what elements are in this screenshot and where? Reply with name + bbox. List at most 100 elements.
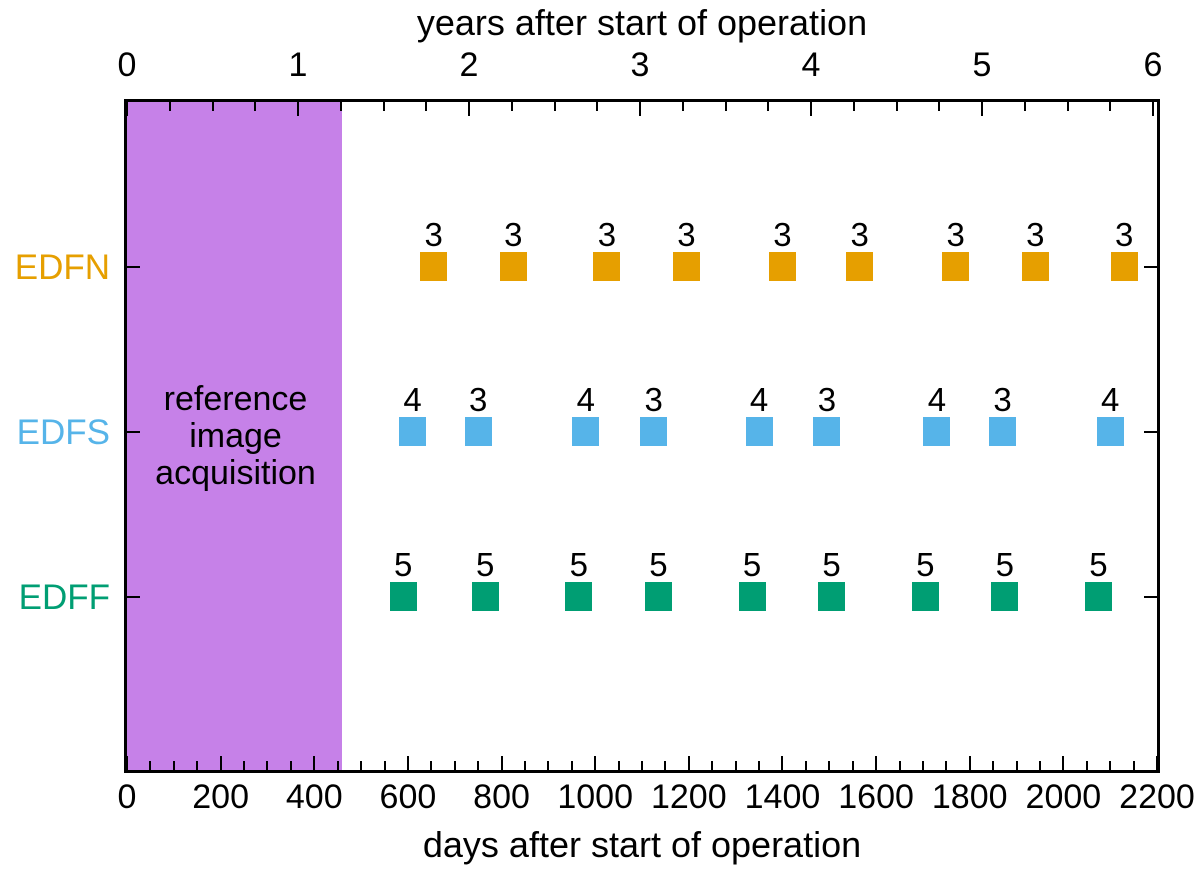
plot-area-border [124, 99, 1160, 773]
top-axis-minor-tick [895, 102, 898, 111]
top-axis-minor-tick [254, 102, 257, 111]
pass-count-label: 3 [677, 216, 696, 253]
bottom-axis-minor-tick [992, 761, 995, 770]
pass-count-label: 4 [927, 381, 947, 418]
bottom-axis-minor-tick [617, 761, 620, 770]
bottom-axis-tick-label: 2200 [1119, 778, 1195, 816]
bottom-axis-minor-tick [266, 761, 269, 770]
right-axis-row-tick [1144, 596, 1157, 598]
reference-band-label-line-3: acquisition [155, 454, 316, 492]
bottom-axis-minor-tick [547, 761, 550, 770]
bottom-axis-tick-label: 1000 [557, 778, 633, 816]
pass-count-label: 4 [1100, 381, 1120, 418]
pass-count-label: 3 [946, 216, 965, 253]
bottom-axis-minor-tick [641, 761, 643, 770]
bottom-axis-major-tick [1156, 756, 1158, 770]
bottom-axis-minor-tick [453, 761, 456, 770]
pass-count-label: 3 [504, 216, 523, 253]
observation-marker-edff [390, 582, 417, 611]
top-axis-minor-tick [596, 102, 599, 111]
top-axis-title: years after start of operation [416, 2, 868, 43]
bottom-axis-minor-tick [921, 761, 924, 770]
observation-marker-edfs [572, 417, 599, 446]
top-axis-minor-tick [1023, 102, 1026, 111]
observation-marker-edff [472, 582, 499, 611]
observation-marker-edfs [989, 417, 1016, 446]
bottom-axis-minor-tick [149, 761, 152, 770]
bottom-axis-tick-label: 1800 [931, 778, 1008, 816]
observation-marker-edfs [746, 417, 773, 446]
pass-count-label: 3 [850, 216, 869, 253]
top-axis-tick-label: 1 [288, 46, 308, 84]
pass-count-label: 3 [597, 216, 617, 253]
bottom-axis-minor-tick [851, 761, 854, 770]
observation-marker-edfs [813, 417, 840, 446]
bottom-axis-minor-tick [172, 761, 175, 770]
right-axis-row-tick [1144, 266, 1157, 268]
bottom-axis-tick-label: 1400 [744, 778, 821, 816]
bottom-axis-major-tick [594, 756, 597, 770]
observation-marker-edff [818, 582, 845, 611]
bottom-axis-major-tick [219, 756, 222, 770]
pass-count-label: 5 [649, 546, 668, 583]
pass-count-label: 5 [916, 546, 935, 583]
bottom-axis-major-tick [500, 756, 503, 770]
bottom-axis-minor-tick [383, 761, 386, 770]
pass-count-label: 3 [1115, 216, 1134, 253]
left-axis-row-tick [127, 431, 140, 433]
pass-count-label: 5 [742, 546, 762, 583]
top-axis-major-tick [297, 102, 299, 116]
top-axis-minor-tick [1109, 102, 1112, 111]
bottom-axis-major-tick [313, 756, 316, 770]
bottom-axis-minor-tick [945, 761, 948, 770]
reference-band-label: reference image acquisition [127, 381, 344, 492]
observation-marker-edfn [1111, 252, 1138, 281]
top-axis-minor-tick [425, 102, 428, 111]
bottom-axis-tick-label: 0 [117, 778, 137, 816]
series-label-edfs: EDFS [16, 413, 110, 452]
top-axis-minor-tick [724, 102, 727, 111]
bottom-axis-minor-tick [804, 761, 807, 770]
pass-count-label: 3 [817, 381, 837, 418]
bottom-axis-tick-label: 600 [379, 778, 437, 816]
top-axis-minor-tick [681, 102, 684, 111]
bottom-axis-major-tick [1062, 756, 1065, 770]
pass-count-label: 3 [1026, 216, 1045, 253]
bottom-axis-major-tick [126, 756, 128, 770]
bottom-axis-minor-tick [1085, 761, 1088, 770]
observation-marker-edfn [942, 252, 969, 281]
pass-count-label: 5 [995, 546, 1014, 583]
bottom-axis-tick-label: 2000 [1025, 778, 1102, 816]
pass-count-label: 3 [773, 216, 792, 253]
left-axis-row-tick [127, 596, 140, 598]
bottom-axis-tick-label: 200 [192, 778, 249, 816]
observation-marker-edfn [420, 252, 447, 281]
top-axis-tick-label: 2 [459, 46, 479, 84]
series-label-edfn: EDFN [14, 248, 110, 287]
reference-band-label-line-1: reference [163, 380, 308, 418]
reference-band [127, 102, 343, 770]
observation-marker-edff [645, 582, 672, 611]
bottom-axis-minor-tick [243, 761, 246, 770]
bottom-axis-minor-tick [828, 761, 831, 770]
top-axis-tick-label: 5 [972, 46, 992, 84]
bottom-axis-minor-tick [430, 761, 433, 770]
pass-count-label: 5 [569, 546, 588, 583]
bottom-axis-minor-tick [1015, 761, 1018, 770]
bottom-axis-minor-tick [289, 761, 292, 770]
top-axis-minor-tick [1066, 102, 1069, 111]
pass-count-label: 4 [749, 381, 769, 418]
observation-marker-edfs [1097, 417, 1124, 446]
top-axis-tick-label: 4 [801, 46, 821, 84]
bottom-axis-minor-tick [523, 761, 526, 770]
pass-count-label: 3 [424, 216, 443, 253]
bottom-axis-minor-tick [570, 761, 573, 770]
bottom-axis-major-tick [781, 756, 784, 770]
bottom-axis-minor-tick [734, 761, 737, 770]
series-label-edff: EDFF [18, 578, 110, 617]
bottom-axis-tick-label: 1600 [838, 778, 914, 816]
pass-count-label: 3 [468, 381, 488, 418]
pass-count-label: 5 [475, 546, 495, 583]
bottom-axis-tick-label: 1200 [650, 778, 727, 816]
